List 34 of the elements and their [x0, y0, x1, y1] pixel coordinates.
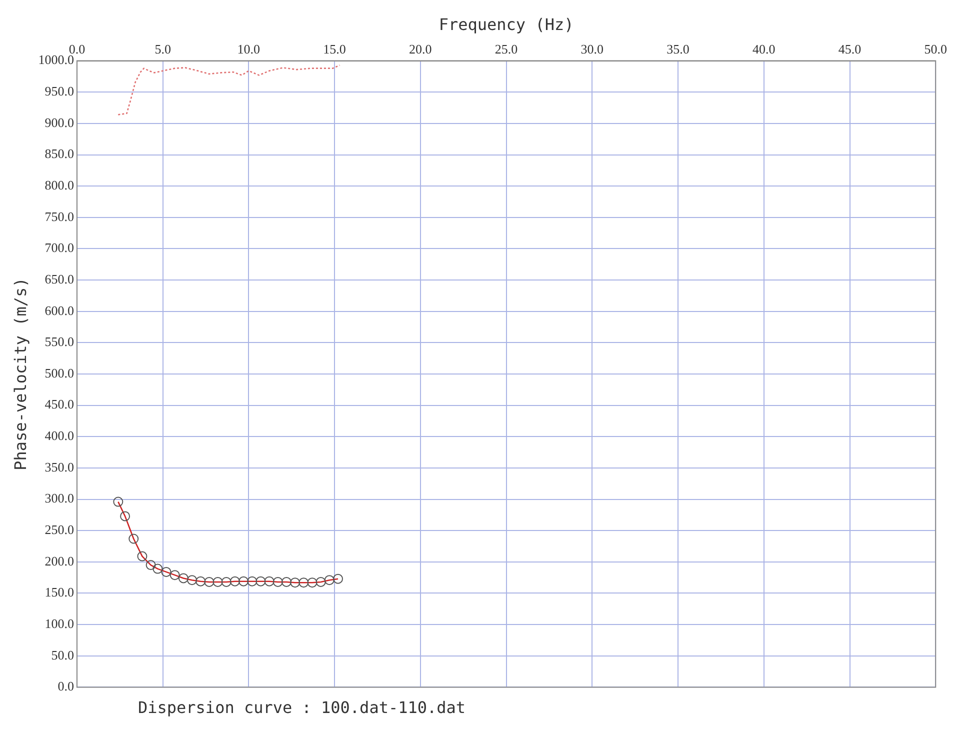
- x-tick-label: 35.0: [666, 41, 690, 56]
- y-tick-label: 50.0: [51, 647, 74, 662]
- y-tick-label: 300.0: [44, 490, 74, 506]
- x-tick-label: 50.0: [924, 41, 947, 56]
- y-tick-label: 0.0: [58, 678, 74, 694]
- y-tick-label: 950.0: [44, 84, 74, 99]
- x-tick-label: 30.0: [580, 41, 604, 56]
- y-axis-title: Phase-velocity (m/s): [10, 278, 30, 470]
- y-tick-label: 750.0: [44, 208, 74, 224]
- y-tick-label: 900.0: [44, 114, 74, 130]
- y-tick-label: 400.0: [44, 428, 74, 444]
- y-tick-label: 350.0: [44, 459, 74, 474]
- y-tick-label: 150.0: [44, 584, 74, 600]
- y-tick-label: 550.0: [44, 334, 74, 350]
- y-tick-label: 250.0: [44, 522, 74, 538]
- x-axis-title: Frequency (Hz): [438, 14, 574, 34]
- y-tick-label: 600.0: [44, 302, 74, 318]
- x-tick-label: 10.0: [237, 41, 260, 56]
- y-tick-label: 800.0: [44, 178, 74, 192]
- x-tick-label: 20.0: [409, 41, 432, 56]
- x-tick-label: 5.0: [154, 41, 171, 56]
- x-tick-label: 25.0: [494, 41, 518, 56]
- y-tick-label: 850.0: [44, 146, 74, 162]
- x-tick-label: 45.0: [838, 41, 862, 56]
- text: Dispersion curve : 100.dat-110.dat: [138, 698, 467, 717]
- x-tick-label: 40.0: [752, 41, 776, 56]
- y-tick-label: 650.0: [44, 271, 74, 286]
- y-tick-label: 500.0: [44, 365, 74, 380]
- line-series: [118, 64, 340, 116]
- y-tick-label: 700.0: [44, 240, 74, 256]
- y-tick-label: 200.0: [44, 553, 74, 568]
- y-tick-label: 450.0: [44, 396, 74, 412]
- x-tick-label: 15.0: [323, 41, 346, 56]
- y-tick-label: 100.0: [44, 616, 74, 631]
